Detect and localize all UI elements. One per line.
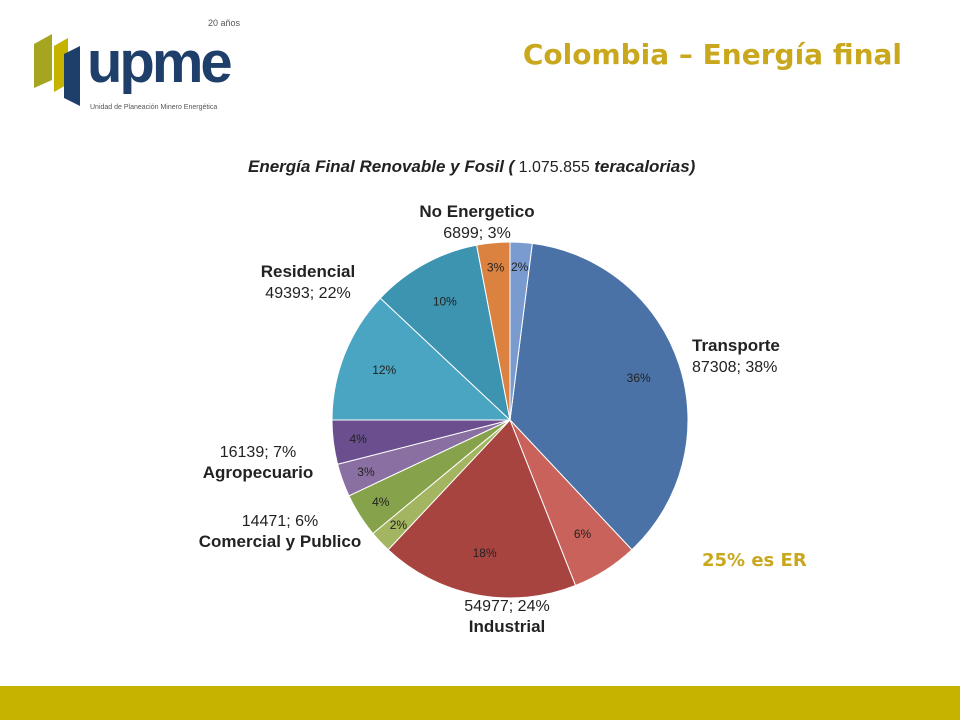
chart-title-main: Energía Final Renovable y Fosil: [248, 157, 505, 176]
slice-label-7: 12%: [372, 363, 396, 377]
sector-name-0: Transporte: [692, 336, 780, 355]
chart-title: Energía Final Renovable y Fosil ( 1.075.…: [248, 157, 696, 176]
sector-name-2: Comercial y Publico: [199, 532, 362, 551]
slice-label-6: 4%: [349, 432, 367, 446]
logo-wordmark: upme: [87, 30, 231, 95]
chart-title-unit: teracalorias): [594, 157, 695, 176]
logo-emblem-left: [34, 34, 52, 88]
pie-slice-8: [379, 244, 511, 422]
slice-label-1: 6%: [574, 527, 592, 541]
slice-label-10: 2%: [511, 260, 529, 274]
sector-value-1: 54977; 24%: [464, 598, 549, 615]
sector-value-4: 49393; 22%: [265, 285, 350, 302]
pie-slice-10: [509, 241, 533, 421]
slice-label-9: 3%: [487, 261, 505, 275]
slide-title: Colombia – Energía final: [522, 38, 902, 71]
logo-years: 20 años: [208, 18, 241, 28]
pie-slice-0: [509, 242, 689, 551]
pie-slice-2: [387, 419, 577, 599]
footer-band: [0, 686, 960, 720]
logo-subtitle: Unidad de Planeación Minero Energética: [90, 104, 217, 111]
sector-name-4: Residencial: [261, 262, 356, 281]
sector-name-5: No Energetico: [419, 202, 534, 221]
sector-value-2: 14471; 6%: [242, 513, 319, 530]
slice-label-8: 10%: [433, 294, 457, 308]
sector-labels: Transporte 87308; 38% 54977; 24% Industrial…: [199, 202, 780, 636]
renewable-share-note: 25% es ER: [702, 550, 807, 571]
slice-label-4: 4%: [372, 495, 390, 509]
chart-title-value: 1.075.855: [519, 159, 590, 176]
sector-value-3: 16139; 7%: [220, 444, 297, 461]
slice-label-3: 2%: [390, 518, 408, 532]
sector-value-0: 87308; 38%: [692, 359, 777, 376]
slice-label-2: 18%: [473, 546, 497, 560]
pie-slice-7: [331, 297, 512, 421]
sector-name-1: Industrial: [469, 617, 546, 636]
sector-name-3: Agropecuario: [203, 463, 314, 482]
pie-slices: [331, 241, 689, 599]
slice-label-5: 3%: [357, 465, 375, 479]
sector-value-5: 6899; 3%: [443, 225, 511, 242]
slice-label-0: 36%: [627, 371, 651, 385]
slice-labels: 36%6%18%2%4%3%4%12%10%3% 2%: [349, 260, 651, 560]
logo-emblem-right: [64, 46, 80, 106]
upme-logo: 20 años upme Unidad de Planeación Minero…: [34, 18, 241, 111]
